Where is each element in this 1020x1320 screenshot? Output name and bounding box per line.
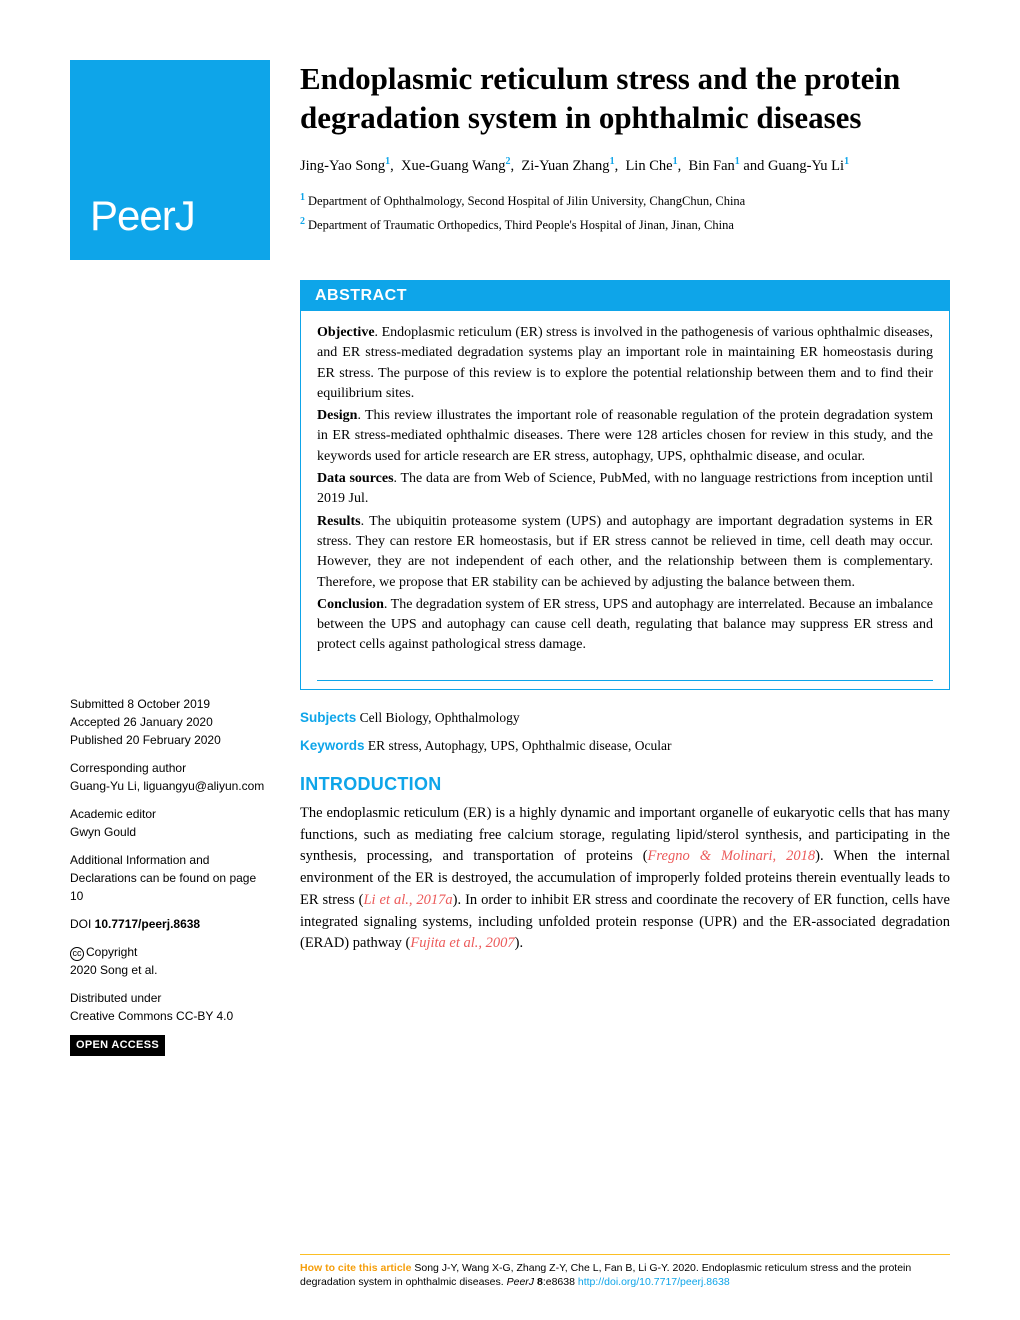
citation-link[interactable]: Fregno & Molinari, 2018 — [648, 848, 816, 864]
author: Jing-Yao Song — [300, 157, 385, 173]
journal-logo: PeerJ — [70, 60, 270, 260]
subjects: Subjects Cell Biology, Ophthalmology — [300, 710, 950, 726]
license: Distributed underCreative Commons CC-BY … — [70, 989, 270, 1025]
date-submitted: Submitted 8 October 2019 — [70, 695, 270, 713]
intro-paragraph: The endoplasmic reticulum (ER) is a high… — [300, 803, 950, 955]
author-list: Jing-Yao Song1, Xue-Guang Wang2, Zi-Yuan… — [300, 154, 950, 178]
author: Lin Che — [625, 157, 672, 173]
corresponding-author: Corresponding authorGuang-Yu Li, liguang… — [70, 759, 270, 795]
academic-editor: Academic editorGwyn Gould — [70, 805, 270, 841]
article-title: Endoplasmic reticulum stress and the pro… — [300, 60, 950, 138]
citation-link[interactable]: Fujita et al., 2007 — [410, 935, 514, 951]
open-access-badge: OPEN ACCESS — [70, 1035, 165, 1056]
author: Xue-Guang Wang — [401, 157, 505, 173]
author: Zi-Yuan Zhang — [521, 157, 609, 173]
doi-link[interactable]: http://doi.org/10.7717/peerj.8638 — [578, 1276, 730, 1288]
logo-text: PeerJ — [90, 192, 250, 240]
abstract-body: Objective. Endoplasmic reticulum (ER) st… — [301, 311, 949, 670]
citation-footer: How to cite this article Song J-Y, Wang … — [300, 1254, 950, 1290]
section-heading-introduction: INTRODUCTION — [300, 774, 950, 795]
sidebar: Submitted 8 October 2019 Accepted 26 Jan… — [70, 280, 270, 1066]
author: Guang-Yu Li — [768, 157, 844, 173]
author: Bin Fan — [688, 157, 734, 173]
additional-info: Additional Information and Declarations … — [70, 851, 270, 905]
date-accepted: Accepted 26 January 2020 — [70, 713, 270, 731]
abstract-header: ABSTRACT — [301, 281, 949, 311]
affiliation: 2Department of Traumatic Orthopedics, Th… — [300, 214, 950, 235]
date-published: Published 20 February 2020 — [70, 731, 270, 749]
copyright: ccCopyright2020 Song et al. — [70, 943, 270, 979]
affiliation: 1Department of Ophthalmology, Second Hos… — [300, 190, 950, 211]
keywords: Keywords ER stress, Autophagy, UPS, Opht… — [300, 738, 950, 754]
doi: DOI 10.7717/peerj.8638 — [70, 915, 270, 933]
cc-icon: cc — [70, 947, 84, 961]
abstract-box: ABSTRACT Objective. Endoplasmic reticulu… — [300, 280, 950, 690]
citation-link[interactable]: Li et al., 2017a — [363, 892, 452, 908]
